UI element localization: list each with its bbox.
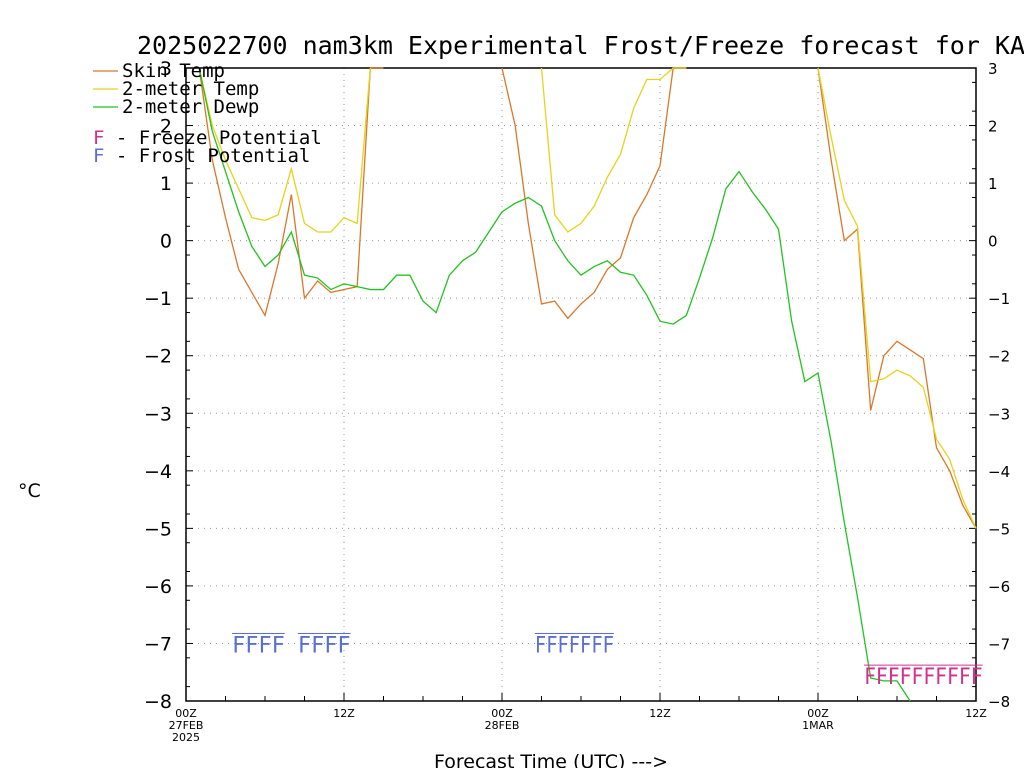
y-axis-right: 3 2 1 0 −1 −2 −3 −4 −5 −6 −7 −8 — [969, 60, 1010, 711]
y-tick-label: −4 — [144, 461, 172, 483]
legend-note: F - Frost Potential — [93, 145, 310, 167]
x-tick-label: 12Z — [333, 707, 355, 720]
x-tick-label: 12Z — [649, 707, 671, 720]
legend-entry: 2-meter Temp — [122, 78, 259, 100]
series-line-2-meter-temp — [817, 67, 977, 529]
series-line-skin-temp — [501, 67, 687, 320]
y-axis-label: °C — [18, 480, 41, 502]
y-tick-label-right: −5 — [988, 520, 1010, 538]
series-line-2-meter-temp — [540, 67, 687, 233]
y-axis-left: 3 2 1 0 −1 −2 −3 −4 −5 −6 −7 −8 — [144, 58, 193, 713]
series-line-2-meter-temp — [198, 67, 371, 233]
x-tick-label: 28FEB — [485, 719, 520, 732]
y-tick-label: −8 — [144, 691, 172, 713]
y-tick-label: −1 — [144, 288, 172, 310]
y-tick-label: 2 — [160, 116, 172, 138]
series-line-skin-temp — [198, 67, 384, 318]
y-tick-label: −2 — [144, 346, 172, 368]
x-tick-label: 00Z — [175, 707, 197, 720]
y-tick-label-right: 0 — [988, 233, 998, 251]
legend-note-text: - Frost Potential — [104, 145, 310, 167]
y-tick-label-right: −1 — [988, 290, 1010, 308]
y-tick-label-right: 2 — [988, 118, 998, 136]
x-tick-label: 1MAR — [802, 719, 834, 732]
x-tick-label: 00Z — [807, 707, 829, 720]
legend-entry: 2-meter Dewp — [122, 96, 259, 118]
y-tick-label-right: −3 — [988, 405, 1010, 423]
y-tick-label-right: −7 — [988, 635, 1010, 653]
y-tick-label: 0 — [160, 231, 172, 253]
y-tick-label: −3 — [144, 403, 172, 425]
x-tick-label: 27FEB — [169, 719, 204, 732]
y-tick-label: 1 — [160, 173, 172, 195]
y-tick-label: −5 — [144, 518, 172, 540]
frost-flag-row: FFFFFFF — [535, 633, 614, 658]
y-tick-label-right: 3 — [988, 60, 998, 78]
y-tick-label-right: −6 — [988, 578, 1010, 596]
legend-note-text: - Freeze Potential — [104, 127, 321, 149]
series-line-2-meter-dewp — [198, 67, 911, 702]
chart-title: 2025022700 nam3km Experimental Frost/Fre… — [137, 31, 1024, 60]
legend-note-letter: F — [93, 127, 104, 149]
series-line-skin-temp — [817, 67, 977, 529]
legend-note: F - Freeze Potential — [93, 127, 322, 149]
y-tick-label-right: −4 — [988, 463, 1010, 481]
y-tick-label-right: 1 — [988, 175, 998, 193]
y-tick-label: −7 — [144, 633, 172, 655]
y-tick-label-right: −8 — [988, 693, 1010, 711]
series-layer — [198, 67, 977, 702]
y-tick-label: 3 — [160, 58, 172, 80]
frost-flag-row: FFFF — [298, 633, 351, 658]
freeze-flag-row: FFFFFFFFFF — [864, 665, 983, 690]
y-tick-label: −6 — [144, 576, 172, 598]
x-tick-label: 2025 — [172, 731, 200, 744]
legend-note-letter: F — [93, 145, 104, 167]
y-tick-label-right: −2 — [988, 348, 1010, 366]
legend-entry: Skin Temp — [122, 60, 225, 82]
x-tick-label: 12Z — [965, 707, 987, 720]
frost-flag-row: FFFF — [232, 633, 285, 658]
x-tick-label: 00Z — [491, 707, 513, 720]
x-axis-label: Forecast Time (UTC) ---> — [434, 751, 668, 768]
